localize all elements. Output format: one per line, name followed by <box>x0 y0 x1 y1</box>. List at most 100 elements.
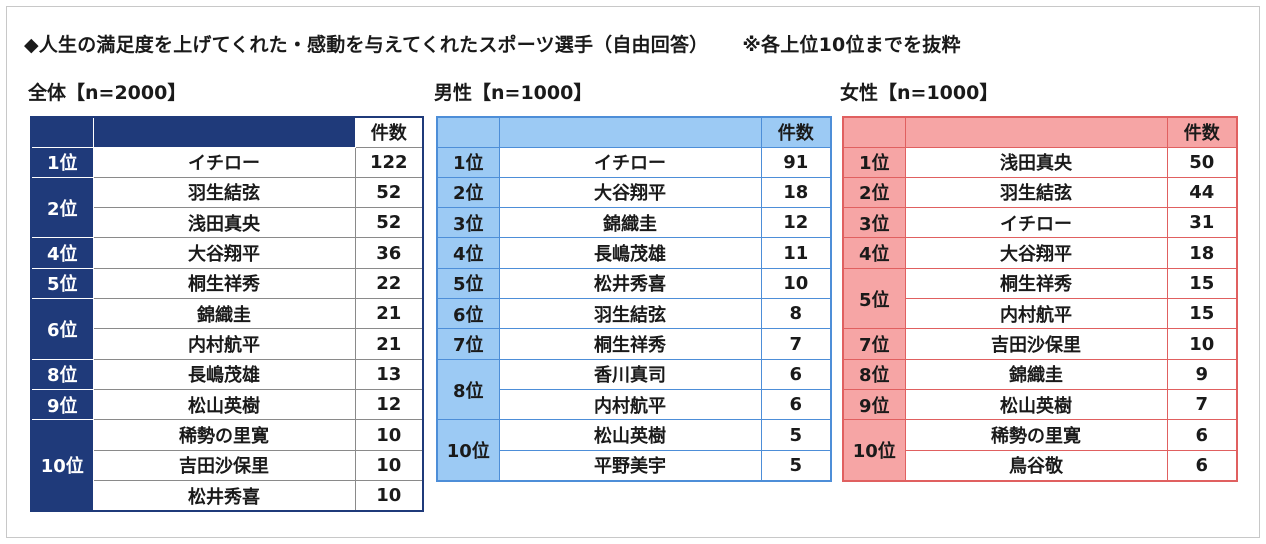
table-row: 3位 イチロー 31 <box>842 207 1238 239</box>
header-count-cell: 件数 <box>354 116 424 148</box>
header-count-cell: 件数 <box>1166 116 1238 148</box>
table-row: 松井秀喜 10 <box>31 480 424 512</box>
table-header-row: 件数 <box>842 116 1238 148</box>
rank-cell: 1位 <box>436 146 500 178</box>
athlete-name-cell: 松井秀喜 <box>498 267 762 300</box>
table-row: 5位 桐生祥秀 22 <box>30 267 424 300</box>
rank-cell: 9位 <box>842 389 906 421</box>
table-row: 8位 錦織圭 9 <box>842 358 1238 391</box>
athlete-name-cell: 松井秀喜 <box>92 480 356 512</box>
section-label-female: 女性【n=1000】 <box>840 82 999 104</box>
section-label-male: 男性【n=1000】 <box>434 82 593 104</box>
count-cell: 6 <box>1166 449 1238 482</box>
count-cell: 7 <box>1166 389 1238 421</box>
athlete-name-cell: 羽生結弦 <box>904 176 1168 209</box>
rank-cell: 3位 <box>842 207 906 239</box>
athlete-name-cell: 錦織圭 <box>92 298 356 330</box>
count-cell: 31 <box>1166 207 1238 239</box>
count-cell: 21 <box>354 298 424 330</box>
rank-cell: 1位 <box>842 146 906 178</box>
athlete-name-cell: 長嶋茂雄 <box>92 358 356 391</box>
rank-cell: 2位 <box>436 176 500 209</box>
count-cell: 7 <box>760 328 832 360</box>
count-cell: 52 <box>354 207 424 239</box>
athlete-name-cell: 鳥谷敬 <box>904 449 1168 482</box>
count-cell: 9 <box>1166 358 1238 391</box>
table-row: 5位 松井秀喜 10 <box>436 267 832 300</box>
table-row: 9位 松山英樹 7 <box>842 389 1238 421</box>
rank-cell: 8位 <box>436 358 500 421</box>
count-cell: 13 <box>354 358 424 391</box>
title-note: ※各上位10位までを抜粋 <box>742 34 961 56</box>
ranking-table-female: 件数 1位 浅田真央 50 2位 羽生結弦 44 3位 イチロー 31 4位 大谷翔平 18 5位 桐生祥秀… <box>842 116 1238 482</box>
rank-cell: 4位 <box>30 237 94 269</box>
table-row: 7位 桐生祥秀 7 <box>436 328 832 360</box>
table-row: 内村航平 6 <box>437 389 832 421</box>
athlete-name-cell: 香川真司 <box>498 358 762 391</box>
header-name-cell <box>498 116 762 148</box>
count-cell: 6 <box>760 358 832 391</box>
rank-cell: 2位 <box>30 176 94 239</box>
table-row: 1位 イチロー 122 <box>30 146 424 178</box>
table-row: 2位 羽生結弦 44 <box>842 176 1238 209</box>
rank-cell: 7位 <box>436 328 500 360</box>
count-cell: 6 <box>760 389 832 421</box>
count-cell: 15 <box>1166 298 1238 330</box>
header-rank-cell <box>436 116 500 148</box>
athlete-name-cell: イチロー <box>498 146 762 178</box>
count-cell: 10 <box>354 449 424 482</box>
count-cell: 10 <box>1166 328 1238 360</box>
athlete-name-cell: 内村航平 <box>92 328 356 360</box>
athlete-name-cell: 羽生結弦 <box>498 298 762 330</box>
rank-cell: 5位 <box>842 267 906 330</box>
count-cell: 11 <box>760 237 832 269</box>
header-name-cell <box>904 116 1168 148</box>
athlete-name-cell: 桐生祥秀 <box>904 267 1168 300</box>
table-header-row: 件数 <box>30 116 424 148</box>
table-row: 2位 大谷翔平 18 <box>436 176 832 209</box>
count-cell: 10 <box>354 419 424 451</box>
count-cell: 15 <box>1166 267 1238 300</box>
count-cell: 52 <box>354 176 424 209</box>
rank-cell: 3位 <box>436 207 500 239</box>
athlete-name-cell: 大谷翔平 <box>498 176 762 209</box>
table-row: 2位 羽生結弦 52 <box>30 176 424 239</box>
table-row: 内村航平 21 <box>31 328 424 360</box>
table-row: 10位 稀勢の里寛 6 <box>842 419 1238 482</box>
count-cell: 91 <box>760 146 832 178</box>
header-name-cell <box>92 116 356 148</box>
table-row: 吉田沙保里 10 <box>31 449 424 482</box>
athlete-name-cell: 桐生祥秀 <box>498 328 762 360</box>
count-cell: 36 <box>354 237 424 269</box>
section-label-overall: 全体【n=2000】 <box>28 82 187 104</box>
count-cell: 50 <box>1166 146 1238 178</box>
count-cell: 8 <box>760 298 832 330</box>
athlete-name-cell: 内村航平 <box>904 298 1168 330</box>
table-row: 4位 大谷翔平 36 <box>30 237 424 269</box>
ranking-table-male: 件数 1位 イチロー 91 2位 大谷翔平 18 3位 錦織圭 12 4位 長嶋茂雄 11 5位 松井秀喜 1… <box>436 116 832 482</box>
table-row: 10位 松山英樹 5 <box>436 419 832 482</box>
table-row: 鳥谷敬 6 <box>843 449 1238 482</box>
table-header-row: 件数 <box>436 116 832 148</box>
athlete-name-cell: 松山英樹 <box>498 419 762 451</box>
count-cell: 44 <box>1166 176 1238 209</box>
athlete-name-cell: 浅田真央 <box>904 146 1168 178</box>
header-rank-cell <box>30 116 94 148</box>
athlete-name-cell: 平野美宇 <box>498 449 762 482</box>
rank-cell: 6位 <box>30 298 94 360</box>
table-row: 平野美宇 5 <box>437 449 832 482</box>
athlete-name-cell: 吉田沙保里 <box>904 328 1168 360</box>
athlete-name-cell: 桐生祥秀 <box>92 267 356 300</box>
page-title: ◆人生の満足度を上げてくれた・感動を与えてくれたスポーツ選手（自由回答） ※各上位… <box>24 30 961 57</box>
rank-cell: 10位 <box>842 419 906 482</box>
athlete-name-cell: 松山英樹 <box>904 389 1168 421</box>
header-count-cell: 件数 <box>760 116 832 148</box>
table-row: 5位 桐生祥秀 15 <box>842 267 1238 330</box>
count-cell: 6 <box>1166 419 1238 451</box>
rank-cell: 2位 <box>842 176 906 209</box>
athlete-name-cell: 大谷翔平 <box>904 237 1168 269</box>
athlete-name-cell: 長嶋茂雄 <box>498 237 762 269</box>
table-row: 8位 長嶋茂雄 13 <box>30 358 424 391</box>
table-row: 10位 稀勢の里寛 10 <box>30 419 424 512</box>
table-row: 8位 香川真司 6 <box>436 358 832 421</box>
